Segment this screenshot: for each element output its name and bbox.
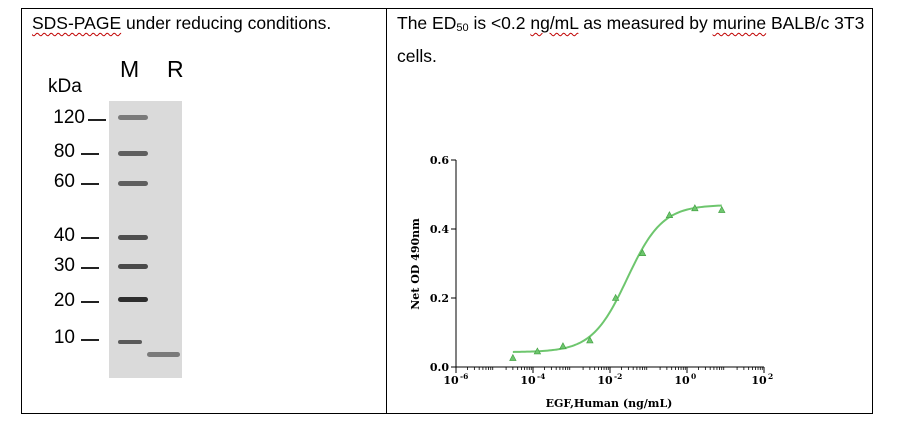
caption-subscript: 50 [456, 22, 469, 34]
data-points [509, 204, 726, 361]
x-tick-exponent: -6 [460, 372, 468, 381]
x-tick-label: 10 [597, 374, 613, 387]
activity-caption: The ED50 is <0.2 ng/mL as measured by mu… [397, 9, 867, 70]
tick-labels: 0.00.20.40.610 -6 10 -4 10 -2 10 0 10 2 [430, 154, 773, 387]
y-tick-label: 0.2 [430, 292, 449, 305]
caption-part4: BALB/c 3T3 cells. [397, 13, 865, 66]
caption-part1: The ED [397, 13, 457, 33]
marker-tick-40 [81, 237, 99, 239]
data-point [665, 211, 674, 218]
x-tick-exponent: -4 [537, 372, 545, 381]
y-axis-label: Net OD 490nm [409, 218, 422, 310]
figure-frame [21, 8, 873, 414]
data-point [533, 347, 542, 355]
marker-band-60 [118, 181, 148, 186]
marker-tick-30 [81, 267, 99, 269]
lane-label-reduced: R [167, 56, 184, 82]
caption-murine: murine [712, 13, 767, 33]
marker-tick-60 [81, 183, 99, 185]
data-point [718, 205, 726, 213]
data-point [509, 353, 517, 361]
fit-curve [512, 204, 722, 353]
marker-label-30: 30 [53, 255, 75, 276]
marker-band-80 [118, 151, 148, 156]
data-point [611, 293, 620, 301]
marker-label-60: 60 [53, 171, 75, 192]
panel-divider [386, 8, 387, 414]
marker-band-120 [118, 115, 148, 120]
x-axis-label: EGF,Human (ng/mL) [546, 397, 673, 410]
x-tick-exponent: -2 [614, 372, 622, 381]
gel-image [109, 101, 182, 378]
caption-part2: is <0.2 [468, 13, 531, 33]
marker-label-10: 10 [53, 327, 75, 348]
caption-unit: ng/mL [530, 13, 579, 33]
marker-band-30 [118, 264, 148, 269]
y-tick-label: 0.0 [430, 361, 449, 374]
data-point [586, 336, 594, 344]
marker-band-20 [118, 297, 148, 302]
chart-axes [451, 159, 765, 373]
x-tick-exponent: 0 [691, 372, 696, 381]
marker-tick-20 [81, 301, 99, 303]
marker-band-40 [118, 235, 148, 240]
y-tick-label: 0.6 [430, 154, 449, 167]
x-tick-exponent: 2 [768, 372, 773, 381]
gel-caption: SDS-PAGE under reducing conditions. [32, 9, 331, 37]
caption-sds-page: SDS-PAGE [32, 13, 122, 33]
caption-part3: as measured by [578, 13, 713, 33]
data-point [559, 342, 567, 350]
x-tick-label: 10 [443, 374, 459, 387]
x-tick-label: 10 [674, 374, 690, 387]
data-point [638, 249, 647, 256]
kda-label: kDa [48, 76, 82, 97]
x-tick-label: 10 [751, 374, 767, 387]
marker-tick-10 [81, 339, 99, 341]
x-tick-label: 10 [520, 374, 536, 387]
caption-rest: under reducing conditions. [121, 13, 332, 33]
marker-band-10 [118, 340, 142, 344]
marker-tick-80 [81, 153, 99, 155]
data-point [691, 204, 699, 212]
marker-label-40: 40 [53, 225, 75, 246]
sample-band [147, 352, 180, 357]
marker-label-20: 20 [53, 290, 75, 311]
marker-tick-120 [88, 119, 106, 121]
marker-label-120: 120 [53, 107, 85, 128]
lane-label-marker: M [120, 56, 140, 82]
marker-label-80: 80 [53, 141, 75, 162]
y-tick-label: 0.4 [430, 223, 449, 236]
